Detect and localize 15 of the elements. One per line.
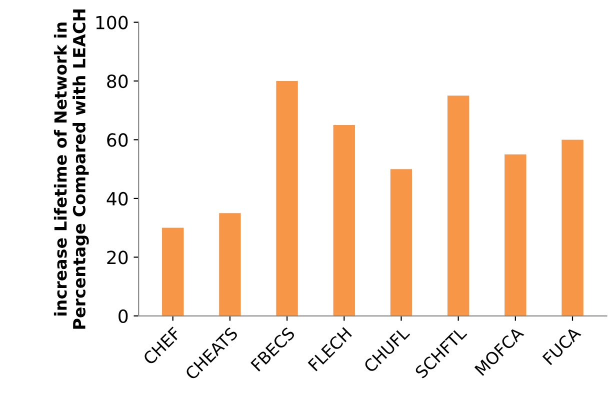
bar (390, 169, 412, 316)
bar (333, 125, 355, 316)
bar (504, 154, 526, 316)
y-tick-label: 40 (106, 192, 128, 206)
bar (219, 213, 241, 316)
y-tick-label: 80 (107, 74, 128, 88)
y-tick-label: 0 (118, 309, 128, 324)
bar (562, 140, 584, 316)
bar (447, 96, 470, 316)
y-tick-label: 20 (107, 250, 128, 264)
y-axis-title: increase Lifetime of Network in Percentage Compared with LEACH (54, 9, 89, 329)
y-tick-label: 60 (107, 133, 128, 147)
bar (276, 81, 298, 316)
y-tick-label: 100 (96, 16, 128, 30)
bar (162, 228, 184, 316)
